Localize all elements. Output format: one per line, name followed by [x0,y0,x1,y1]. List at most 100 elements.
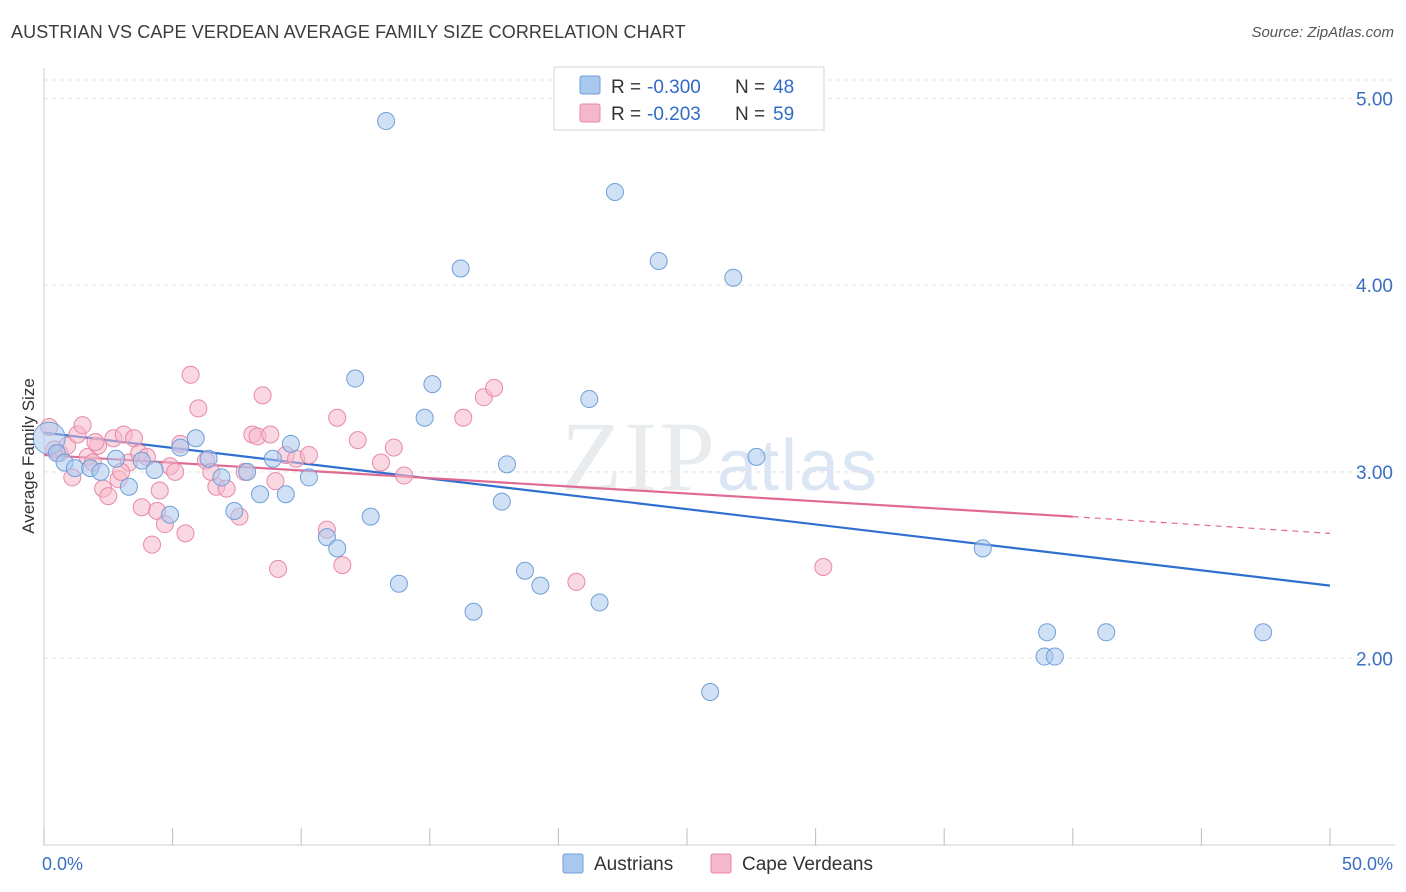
cape-verdean-point [99,487,118,506]
austrian-point [531,576,550,595]
cape-verdean-point [125,429,144,448]
y-tick-label: 3.00 [1356,463,1393,484]
legend-n-label: N = [735,104,765,125]
source-label: Source: ZipAtlas.com [1251,24,1394,41]
austrian-point [747,447,766,466]
austrian-point [328,539,347,558]
cape-verdean-point [132,498,151,517]
austrian-point [238,462,257,481]
cape-verdean-point [269,559,288,578]
austrian-point [724,268,743,287]
austrian-point [145,460,164,479]
austrian-point [451,259,470,278]
y-tick-label: 5.00 [1356,90,1393,111]
austrian-point [389,574,408,593]
austrian-point [251,485,270,504]
cape-verdean-point [166,462,185,481]
austrian-points [32,112,1273,701]
cape-verdean-point [348,431,367,450]
austrian-point [649,251,668,270]
austrian-point [91,462,110,481]
austrian-point [225,502,244,521]
cape-verdean-point [189,399,208,418]
cape-verdean-point [814,557,833,576]
x-tick-label: 0.0% [42,854,83,874]
austrian-point [1254,623,1273,642]
cape-verdean-point [333,556,352,575]
cape-verdean-point [143,535,162,554]
austrian-point [317,528,336,547]
grid-lines [44,79,1395,659]
austrian-point [361,507,380,526]
cape-verdean-point [328,408,347,427]
y-axis-label: Average Family Size [19,378,38,534]
austrian-point [281,434,300,453]
austrian-point [464,602,483,621]
austrian-point [590,593,609,612]
y-tick-label: 2.00 [1356,649,1393,670]
cape-verdean-point [395,466,414,485]
x-tick-label: 50.0% [1342,854,1393,874]
austrian-point [1038,623,1057,642]
austrian-point [515,561,534,580]
austrian-point [346,369,365,388]
austrian-point [377,112,396,131]
cape-verdean-point [266,472,285,491]
chart-title: AUSTRIAN VS CAPE VERDEAN AVERAGE FAMILY … [11,22,686,42]
austrian-point [161,505,180,524]
austrian-point [423,375,442,394]
austrian-point [212,468,231,487]
cape-verdean-point [454,408,473,427]
cape-verdean-point [181,365,200,384]
y-tick-label: 4.00 [1356,276,1393,297]
cape-verdean-point [176,524,195,543]
austrian-point [276,485,295,504]
cape-verdean-point [73,416,92,435]
austrian-point [415,408,434,427]
bottom-legend-swatch-austrians [562,853,584,874]
cape-verdeans-trend-extension [1072,516,1331,535]
axes [43,68,1395,846]
austrian-point [65,459,84,478]
cape-verdean-point [253,386,272,405]
austrian-point [580,390,599,409]
austrian-point [107,449,126,468]
bottom-legend-swatch-cape-verdeans [710,853,732,874]
austrian-point [132,451,151,470]
austrian-point [1045,647,1064,666]
cape-verdean-point [567,572,586,591]
bottom-legend-austrians: Austrians [594,854,673,875]
austrian-point [605,182,624,201]
austrians-trend-line [43,431,1331,587]
austrian-point [1097,623,1116,642]
cape-verdean-point [261,425,280,444]
cape-verdean-point [485,378,504,397]
legend-n-value: 48 [773,77,794,98]
legend-r-label: R = [611,104,641,125]
cape-verdean-point [371,453,390,472]
series-legend: Austrians Cape Verdeans [562,853,873,875]
austrian-point [973,539,992,558]
legend-r-value: -0.300 [647,77,701,98]
austrian-point [299,468,318,487]
legend-n-label: N = [735,77,765,98]
legend-swatch-cape-verdeans [579,103,601,123]
austrian-point [186,429,205,448]
austrian-point [497,455,516,474]
austrian-point [492,492,511,511]
legend-r-value: -0.203 [647,104,701,125]
cape-verdean-point [384,438,403,457]
cape-verdean-point [150,481,169,500]
austrian-point [199,449,218,468]
legend-swatch-austrians [579,75,601,95]
correlation-legend: R = -0.300 N = 48 R = -0.203 N = 59 [553,66,825,131]
austrian-point [701,683,720,701]
bottom-legend-cape-verdeans: Cape Verdeans [742,854,873,875]
austrian-point [171,438,190,457]
tick-labels: 2.00 3.00 4.00 5.00 0.0% 50.0% [42,90,1393,874]
legend-r-label: R = [611,77,641,98]
cape-verdean-point [299,446,318,465]
legend-n-value: 59 [773,104,794,125]
cape-verdean-point [86,432,105,451]
